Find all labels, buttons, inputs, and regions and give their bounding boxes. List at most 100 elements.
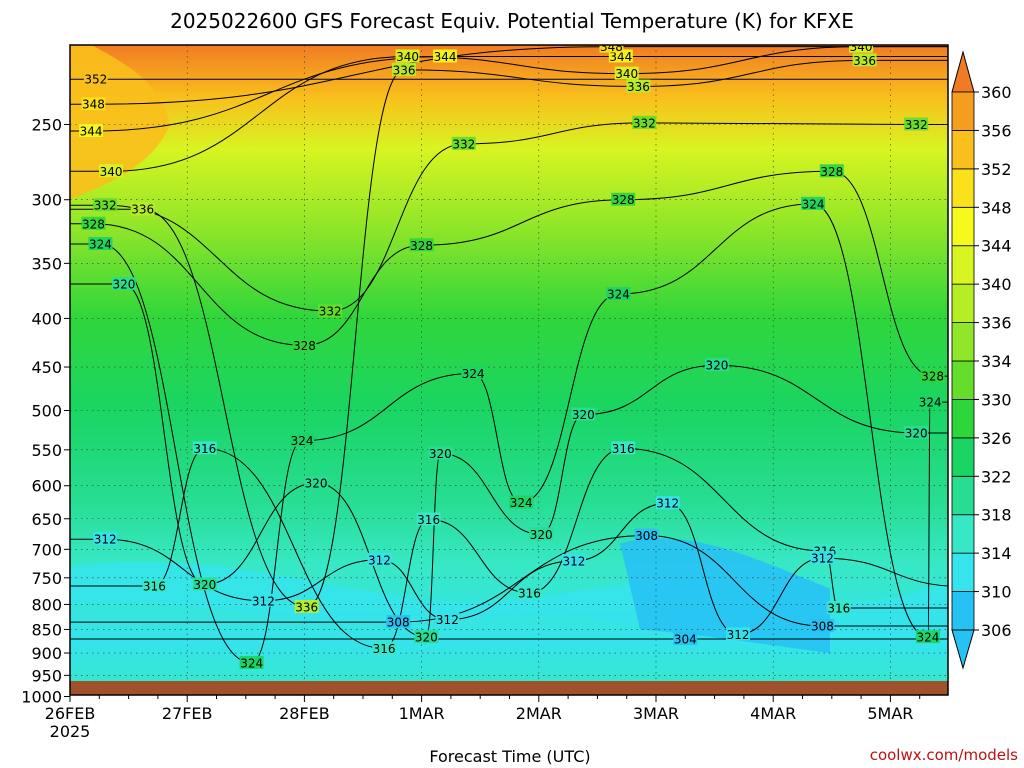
contour-label: 324 xyxy=(606,286,631,301)
colorbar-segment xyxy=(951,130,975,170)
contour-label-text: 308 xyxy=(635,529,658,543)
contour-label: 328 xyxy=(292,338,317,353)
x-axis-label: Forecast Time (UTC) xyxy=(429,747,590,766)
contour-label: 336 xyxy=(626,79,651,94)
contour-label-text: 312 xyxy=(563,554,586,568)
contour-label-text: 328 xyxy=(293,339,316,353)
ground-surface xyxy=(70,681,948,695)
contour-label-text: 324 xyxy=(240,656,263,670)
colorbar-segment xyxy=(951,245,975,285)
contour-label: 340 xyxy=(614,66,639,81)
contour-label: 328 xyxy=(920,369,945,384)
contour-label: 328 xyxy=(81,216,106,231)
contour-label-text: 332 xyxy=(94,199,117,213)
contour-label: 320 xyxy=(704,358,729,373)
contour-label: 312 xyxy=(93,532,118,547)
colorbar-segment xyxy=(951,360,975,400)
contour-label-text: 336 xyxy=(295,600,318,614)
contour-label: 320 xyxy=(428,446,453,461)
contour-label: 320 xyxy=(111,277,136,292)
contour-label-text: 320 xyxy=(112,278,135,292)
contour-label: 312 xyxy=(435,612,460,627)
x-tick-label: 3MAR xyxy=(633,704,679,723)
contour-label-text: 312 xyxy=(94,533,117,547)
x-tick-label: 2MAR xyxy=(516,704,562,723)
contour-label-text: 320 xyxy=(530,528,553,542)
colorbar-segment xyxy=(951,322,975,362)
contour-label-text: 324 xyxy=(802,197,825,211)
contour-label: 348 xyxy=(599,45,624,54)
y-tick-label: 550 xyxy=(31,441,62,460)
y-tick-label: 750 xyxy=(31,569,62,588)
colorbar-segment xyxy=(951,437,975,477)
colorbar-label: 334 xyxy=(981,352,1012,371)
y-tick-label: 400 xyxy=(31,309,62,328)
colorbar-label: 314 xyxy=(981,544,1012,563)
contour-label-text: 316 xyxy=(193,442,216,456)
contour-label: 344 xyxy=(608,49,633,64)
contour-label-text: 320 xyxy=(415,631,438,645)
contour-label-text: 308 xyxy=(811,620,834,634)
colorbar-segment xyxy=(951,552,975,592)
contour-label: 308 xyxy=(810,619,835,634)
colorbar-label: 336 xyxy=(981,314,1012,333)
contour-label-text: 348 xyxy=(82,98,105,112)
contour-label-text: 324 xyxy=(462,367,485,381)
contour-label-text: 328 xyxy=(921,370,944,384)
y-tick-label: 450 xyxy=(31,358,62,377)
x-tick-label: 26FEB xyxy=(45,704,96,723)
x-tick-label: 4MAR xyxy=(750,704,796,723)
contour-label: 316 xyxy=(372,641,397,656)
contour-label: 312 xyxy=(251,593,276,608)
contour-label-text: 340 xyxy=(615,67,638,81)
contour-label: 332 xyxy=(632,115,657,130)
contour-label-text: 328 xyxy=(820,165,843,179)
contour-label: 328 xyxy=(611,192,636,207)
y-tick-label: 1000 xyxy=(21,688,62,707)
contour-label: 312 xyxy=(655,496,680,511)
contour-label-text: 332 xyxy=(633,116,656,130)
contour-label: 308 xyxy=(386,615,411,630)
contour-line-320 xyxy=(70,283,948,638)
contour-label-text: 312 xyxy=(811,552,834,566)
contour-label: 308 xyxy=(634,528,659,543)
colorbar-label: 306 xyxy=(981,621,1012,640)
contour-label: 348 xyxy=(81,97,106,112)
y-tick-label: 900 xyxy=(31,644,62,663)
contour-label: 332 xyxy=(93,198,118,213)
y-tick-label: 250 xyxy=(31,116,62,135)
contour-label: 316 xyxy=(611,441,636,456)
contour-line-340 xyxy=(70,46,948,172)
contour-label-text: 328 xyxy=(612,193,635,207)
contour-label-text: 312 xyxy=(656,497,679,511)
contour-label: 340 xyxy=(99,164,124,179)
contour-label: 324 xyxy=(290,433,315,448)
y-tick-label: 600 xyxy=(31,477,62,496)
contour-label: 312 xyxy=(367,552,392,567)
contour-label: 316 xyxy=(416,512,441,527)
contour-label: 352 xyxy=(83,72,108,87)
contour-label: 324 xyxy=(801,196,826,211)
contour-label-text: 304 xyxy=(674,633,697,647)
contour-label-text: 320 xyxy=(193,578,216,592)
contour-label-text: 316 xyxy=(518,586,541,600)
contour-label-text: 324 xyxy=(510,496,533,510)
contour-label-text: 324 xyxy=(89,238,112,252)
contour-label: 324 xyxy=(915,630,940,645)
chart-title: 2025022600 GFS Forecast Equiv. Potential… xyxy=(170,9,854,33)
x-axis-year: 2025 xyxy=(50,722,91,741)
contour-label: 316 xyxy=(826,601,851,616)
contour-label-text: 352 xyxy=(84,73,107,87)
contour-label: 344 xyxy=(79,124,104,139)
colorbar-extend-top xyxy=(951,50,975,93)
contour-label-text: 324 xyxy=(607,287,630,301)
y-tick-label: 500 xyxy=(31,402,62,421)
contour-label-text: 320 xyxy=(429,447,452,461)
colorbar-label: 326 xyxy=(981,429,1012,448)
y-tick-label: 850 xyxy=(31,620,62,639)
contour-label-text: 320 xyxy=(705,359,728,373)
colorbar-label: 340 xyxy=(981,275,1012,294)
contour-label-text: 312 xyxy=(727,628,750,642)
contour-line-328 xyxy=(70,170,948,377)
